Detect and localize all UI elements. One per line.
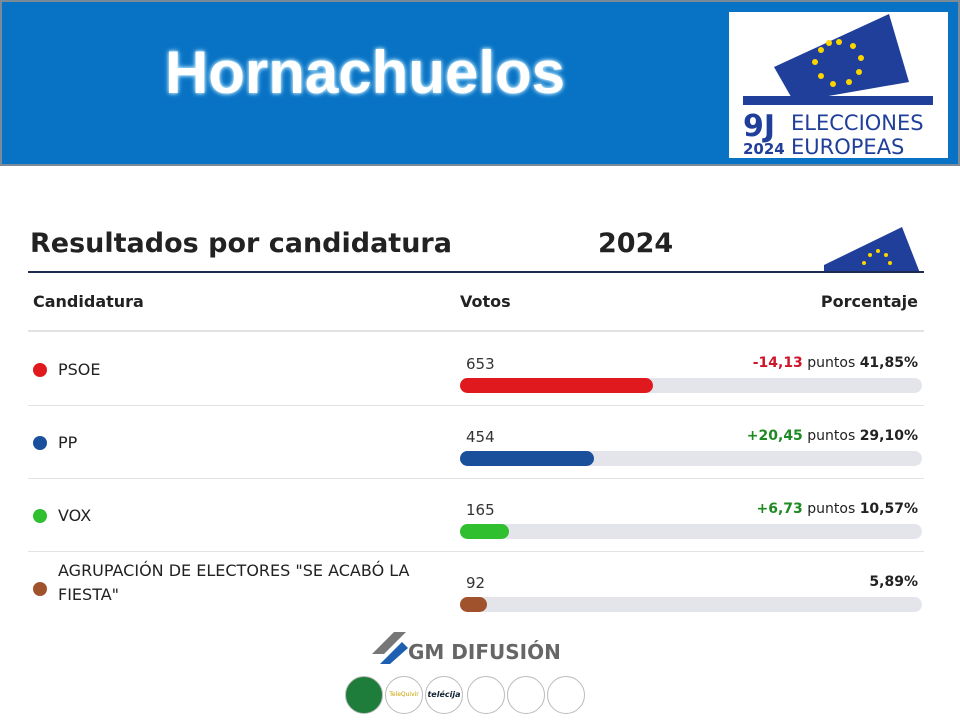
partner-logo: telécija — [425, 676, 463, 714]
change: +6,73 — [756, 501, 803, 517]
bar — [460, 524, 509, 539]
change: -14,13 — [752, 355, 803, 371]
row-separator — [28, 405, 924, 406]
change-unit: puntos — [807, 501, 856, 517]
bar — [460, 378, 654, 393]
logo-day: 9J — [743, 109, 775, 144]
party-dot — [33, 363, 47, 377]
party-dot — [33, 582, 47, 596]
partner-logo — [507, 676, 545, 714]
percent-info: +6,73 puntos 10,57% — [640, 501, 918, 517]
percent-info: 5,89% — [640, 574, 918, 590]
change: +20,45 — [746, 428, 803, 444]
partner-logo — [467, 676, 505, 714]
party-name: PP — [58, 433, 78, 452]
column-header: Candidatura — [33, 292, 144, 311]
brand-name: GM DIFUSIÓN — [408, 640, 561, 664]
flag-corner — [824, 227, 920, 273]
party-dot — [33, 436, 47, 450]
votes: 653 — [466, 355, 495, 373]
votes: 165 — [466, 501, 495, 519]
votes: 454 — [466, 428, 495, 446]
logo-bar — [743, 96, 933, 105]
change-unit: puntos — [807, 428, 856, 444]
bar — [460, 597, 488, 612]
partner-logo — [547, 676, 585, 714]
bar — [460, 451, 595, 466]
logo-line2: EUROPEAS — [791, 135, 904, 158]
section-title: Resultados por candidatura — [30, 228, 452, 259]
percent-info: +20,45 puntos 29,10% — [640, 428, 918, 444]
logo-line1: ELECCIONES — [791, 111, 924, 135]
partner-logo: TeleQuivir — [385, 676, 423, 714]
logo-year: 2024 — [743, 140, 785, 158]
percent: 29,10% — [859, 428, 918, 444]
column-header: Porcentaje — [820, 292, 918, 311]
title-rule — [28, 271, 924, 273]
votes: 92 — [466, 574, 486, 592]
brand-icon — [372, 630, 408, 666]
bar-track — [460, 597, 922, 612]
header-rule — [28, 330, 924, 332]
stars — [812, 39, 864, 87]
row-separator — [28, 478, 924, 479]
flag — [774, 14, 909, 102]
party-dot — [33, 509, 47, 523]
party-name: VOX — [58, 506, 92, 525]
section-year: 2024 — [598, 228, 674, 259]
partner-logo — [345, 676, 383, 714]
percent: 10,57% — [859, 501, 918, 517]
row-separator — [28, 551, 924, 552]
column-header: Votos — [460, 292, 511, 311]
header-title: Hornachuelos — [164, 39, 566, 106]
percent-info: -14,13 puntos 41,85% — [640, 355, 918, 371]
party-name: PSOE — [58, 360, 101, 379]
party-name: AGRUPACIÓN DE ELECTORES "SE ACABÓ LA FIE… — [58, 561, 410, 604]
percent: 5,89% — [869, 574, 918, 590]
change-unit: puntos — [807, 355, 856, 371]
election-logo: 9J 2024 ELECCIONES EUROPEAS — [729, 12, 948, 159]
bar-track — [460, 524, 922, 539]
percent: 41,85% — [859, 355, 918, 371]
logo-graphic: 9J 2024 ELECCIONES EUROPEAS — [743, 14, 933, 159]
